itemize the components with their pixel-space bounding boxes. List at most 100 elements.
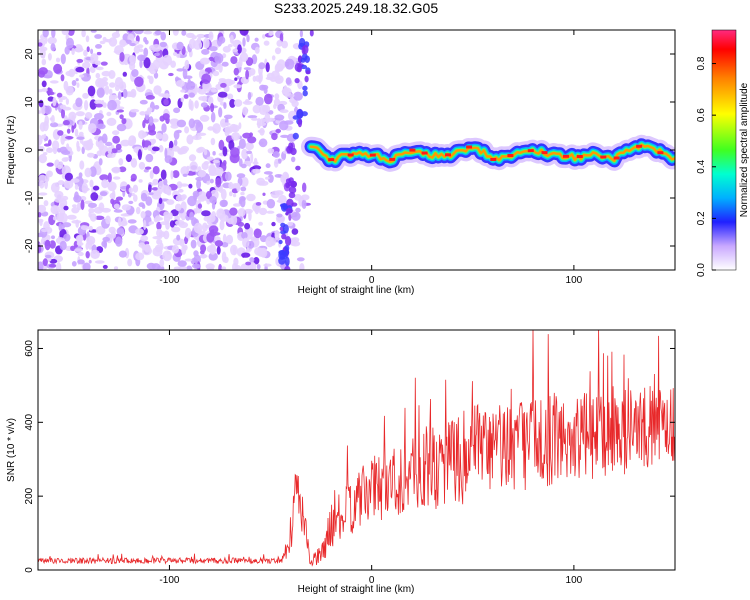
- noise-blob: [199, 57, 210, 65]
- noise-blob: [196, 147, 204, 154]
- noise-blob: [127, 258, 133, 267]
- noise-blob: [59, 161, 64, 169]
- noise-blob: [152, 166, 160, 175]
- noise-blob: [96, 123, 106, 130]
- noise-blob: [130, 173, 137, 181]
- noise-blob: [148, 129, 157, 136]
- noise-blob: [172, 52, 178, 56]
- noise-blob: [109, 82, 116, 88]
- colorbar-gradient: [711, 29, 737, 271]
- noise-blob: [46, 147, 54, 153]
- noise-blob: [265, 62, 270, 73]
- noise-blob: [233, 84, 242, 89]
- noise-blob: [76, 82, 80, 88]
- noise-blob: [140, 192, 148, 202]
- noise-blob: [196, 33, 206, 39]
- ridge-peak: [657, 151, 664, 155]
- noise-blob: [236, 173, 246, 179]
- noise-blob: [133, 194, 138, 202]
- noise-blob: [51, 114, 55, 124]
- noise-blob: [170, 170, 174, 180]
- noise-blob: [74, 128, 79, 137]
- noise-blob: [198, 96, 207, 101]
- noise-blob: [75, 66, 85, 73]
- noise-blob: [162, 185, 172, 194]
- noise-blob: [299, 263, 305, 270]
- noise-blob: [154, 30, 162, 36]
- noise-blob: [133, 30, 144, 35]
- noise-blob: [111, 148, 118, 154]
- noise-blob: [214, 53, 224, 64]
- noise-blob: [129, 54, 137, 64]
- noise-blob: [279, 109, 289, 113]
- noise-blob: [211, 202, 216, 210]
- noise-blob: [48, 263, 57, 268]
- noise-blob: [200, 254, 208, 258]
- noise-blob: [229, 123, 238, 133]
- noise-blob: [56, 92, 63, 98]
- noise-blob: [144, 39, 149, 45]
- noise-blob: [212, 89, 219, 93]
- noise-blob: [38, 134, 43, 146]
- noise-blob: [113, 50, 122, 54]
- noise-blob: [64, 172, 73, 181]
- noise-blob: [218, 63, 223, 73]
- noise-blob: [255, 202, 262, 206]
- colorbar-tick-label: 0.4: [696, 159, 707, 173]
- noise-blob: [283, 150, 287, 154]
- noise-blob: [242, 132, 252, 139]
- noise-blob: [193, 250, 199, 257]
- noise-blob: [217, 91, 228, 98]
- snr-panel: -100 0 100 0 200 400 600 Height of straight li…: [6, 329, 676, 595]
- noise-blob: [221, 199, 228, 207]
- noise-blob: [116, 227, 125, 235]
- noise-blob: [118, 166, 127, 173]
- spectrogram-xlabel: Height of straight line (km): [298, 285, 415, 296]
- noise-blob: [88, 138, 93, 148]
- noise-blob: [76, 58, 84, 63]
- snr-ylabel: SNR (10 * v/v): [6, 418, 17, 482]
- ridge-peak: [389, 157, 396, 161]
- spectrogram-ylabel: Frequency (Hz): [6, 116, 17, 185]
- noise-blob: [180, 89, 186, 93]
- transition-blob: [305, 70, 311, 75]
- noise-blob: [155, 132, 163, 140]
- noise-blob: [102, 36, 107, 42]
- noise-blob: [172, 145, 180, 152]
- noise-blob: [134, 76, 144, 88]
- noise-blob: [99, 174, 109, 181]
- noise-blob: [38, 204, 47, 214]
- noise-blob: [86, 235, 96, 246]
- noise-blob: [218, 107, 223, 118]
- noise-blob: [233, 203, 241, 207]
- noise-blob: [255, 96, 264, 106]
- noise-blob: [263, 263, 272, 267]
- noise-blob: [38, 261, 44, 270]
- noise-blob: [254, 46, 260, 54]
- noise-blob: [175, 194, 186, 202]
- noise-blob: [125, 39, 132, 44]
- noise-blob: [264, 93, 273, 105]
- noise-blob: [95, 226, 106, 235]
- noise-blob: [270, 190, 280, 199]
- noise-blob: [191, 35, 197, 40]
- noise-blob: [78, 131, 84, 137]
- noise-blob: [78, 172, 83, 178]
- noise-blob: [148, 116, 154, 126]
- noise-blob: [95, 77, 105, 88]
- noise-blob: [274, 47, 282, 55]
- transition-blob: [304, 75, 309, 83]
- noise-blob: [89, 179, 94, 188]
- noise-blob: [156, 228, 163, 238]
- noise-blob: [221, 242, 229, 248]
- noise-blob: [222, 146, 228, 157]
- noise-blob: [283, 120, 294, 125]
- noise-blob: [94, 215, 105, 220]
- noise-blob: [101, 179, 109, 189]
- noise-blob: [170, 209, 179, 217]
- noise-blob: [135, 206, 141, 215]
- noise-blob: [38, 42, 43, 47]
- noise-blob: [135, 228, 144, 236]
- noise-blob: [176, 119, 187, 128]
